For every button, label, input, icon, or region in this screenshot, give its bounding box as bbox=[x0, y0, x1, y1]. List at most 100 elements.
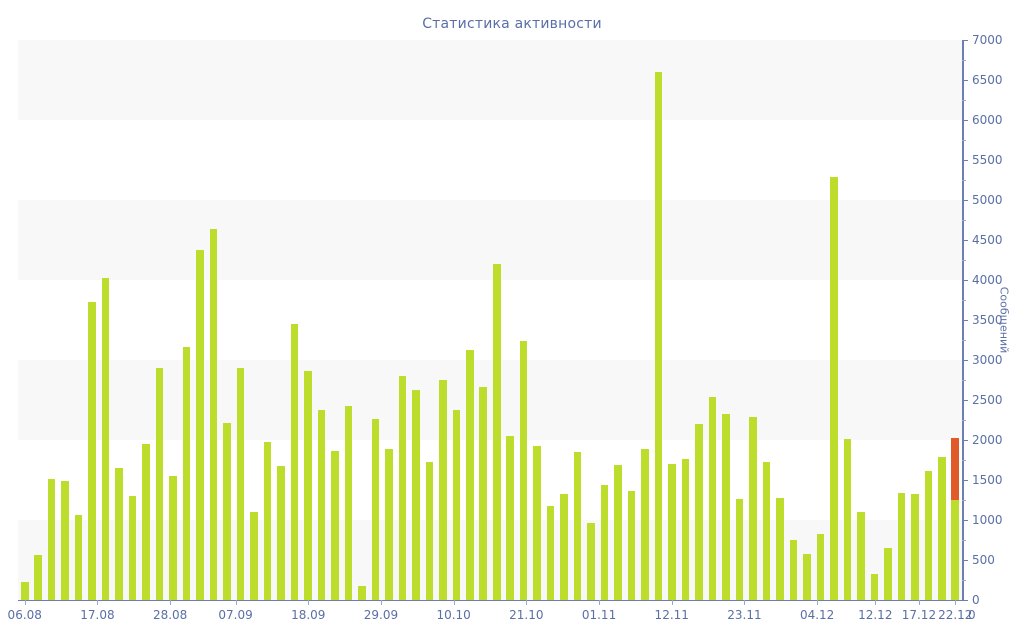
bar[interactable] bbox=[816, 534, 825, 600]
bar[interactable] bbox=[857, 512, 865, 600]
bar[interactable] bbox=[803, 553, 811, 600]
x-tick bbox=[453, 600, 455, 605]
y-tick-minor bbox=[962, 340, 966, 341]
y-tick-label: 4000 bbox=[972, 273, 1003, 287]
bar[interactable] bbox=[358, 586, 366, 600]
bar[interactable] bbox=[708, 396, 717, 600]
x-tick-label: 01.11 bbox=[581, 608, 617, 622]
x-tick bbox=[170, 600, 172, 605]
bar[interactable] bbox=[668, 464, 676, 600]
bar[interactable] bbox=[317, 409, 326, 600]
x-tick-label: 17.12 bbox=[901, 608, 937, 622]
x-tick-label: 12.12 bbox=[858, 608, 893, 622]
bar[interactable] bbox=[654, 72, 663, 600]
bar-segment-primary bbox=[897, 492, 906, 600]
bar[interactable] bbox=[937, 456, 946, 600]
bar[interactable] bbox=[344, 406, 353, 600]
bar[interactable] bbox=[452, 409, 461, 600]
bar[interactable] bbox=[223, 423, 231, 600]
bar[interactable] bbox=[196, 250, 204, 600]
y-tick-label: 5500 bbox=[972, 153, 1003, 167]
bar[interactable] bbox=[492, 264, 501, 600]
bar[interactable] bbox=[614, 464, 622, 600]
bar[interactable] bbox=[385, 448, 393, 600]
bar[interactable] bbox=[843, 439, 852, 600]
bar[interactable] bbox=[169, 476, 177, 600]
bar-segment-primary bbox=[155, 368, 164, 600]
bar[interactable] bbox=[546, 505, 555, 600]
bar-segment-primary bbox=[412, 389, 420, 600]
bar[interactable] bbox=[277, 465, 285, 600]
bar[interactable] bbox=[209, 228, 218, 600]
bar[interactable] bbox=[61, 480, 69, 600]
bar[interactable] bbox=[884, 548, 892, 600]
bar[interactable] bbox=[128, 496, 137, 600]
bar[interactable] bbox=[749, 416, 757, 600]
bar[interactable] bbox=[924, 471, 933, 600]
bar[interactable] bbox=[304, 371, 312, 600]
bar[interactable] bbox=[627, 491, 636, 600]
bar[interactable] bbox=[681, 459, 690, 600]
bar-segment-primary bbox=[371, 419, 380, 600]
bar[interactable] bbox=[722, 414, 730, 600]
bar[interactable] bbox=[101, 277, 110, 600]
bar[interactable] bbox=[465, 349, 474, 600]
bar-segment-primary bbox=[479, 387, 488, 600]
bar[interactable] bbox=[533, 445, 541, 600]
bar[interactable] bbox=[600, 484, 609, 600]
bar[interactable] bbox=[263, 441, 272, 600]
bar[interactable] bbox=[911, 494, 919, 600]
bar[interactable] bbox=[506, 436, 514, 600]
bar[interactable] bbox=[762, 462, 771, 600]
bar[interactable] bbox=[47, 479, 56, 600]
bar[interactable] bbox=[789, 540, 798, 600]
bar-segment-primary bbox=[870, 574, 879, 600]
bars-layer bbox=[18, 40, 962, 600]
bar[interactable] bbox=[560, 494, 568, 600]
y-tick bbox=[962, 480, 968, 481]
bar[interactable] bbox=[115, 468, 123, 600]
bar[interactable] bbox=[519, 340, 528, 600]
bar-segment-primary bbox=[735, 499, 744, 600]
bar[interactable] bbox=[155, 368, 164, 600]
bar[interactable] bbox=[34, 555, 42, 600]
bar[interactable] bbox=[695, 424, 703, 600]
bar[interactable] bbox=[951, 437, 960, 600]
bar-segment-primary bbox=[452, 409, 461, 600]
bar-segment-primary bbox=[358, 586, 366, 600]
bar-segment-primary bbox=[506, 436, 514, 600]
bar[interactable] bbox=[641, 448, 649, 600]
bar[interactable] bbox=[236, 368, 245, 600]
bar[interactable] bbox=[897, 492, 906, 600]
bar[interactable] bbox=[142, 444, 150, 600]
x-tick-label: 21.10 bbox=[509, 608, 544, 622]
bar-segment-primary bbox=[196, 250, 204, 600]
bar[interactable] bbox=[182, 347, 191, 600]
bar[interactable] bbox=[398, 376, 407, 600]
bar[interactable] bbox=[735, 499, 744, 600]
bar[interactable] bbox=[573, 452, 582, 600]
bar[interactable] bbox=[88, 302, 96, 600]
bar[interactable] bbox=[74, 515, 83, 600]
bar[interactable] bbox=[587, 523, 595, 600]
bar-segment-primary bbox=[465, 349, 474, 600]
bar-segment-primary bbox=[331, 451, 339, 600]
bar[interactable] bbox=[412, 389, 420, 600]
bar[interactable] bbox=[290, 324, 299, 600]
bar[interactable] bbox=[371, 419, 380, 600]
bar[interactable] bbox=[870, 574, 879, 600]
bar[interactable] bbox=[20, 581, 29, 600]
bar[interactable] bbox=[250, 512, 258, 600]
y-tick-minor bbox=[962, 380, 966, 381]
x-tick-label: 12.11 bbox=[654, 608, 689, 622]
y-tick-label: 4500 bbox=[972, 233, 1003, 247]
bar-segment-primary bbox=[668, 464, 676, 600]
bar[interactable] bbox=[331, 451, 339, 600]
bar-segment-primary bbox=[762, 462, 771, 600]
bar[interactable] bbox=[479, 387, 488, 600]
bar[interactable] bbox=[425, 462, 434, 600]
bar[interactable] bbox=[439, 380, 447, 600]
bar-segment-primary bbox=[654, 72, 663, 600]
bar[interactable] bbox=[776, 498, 784, 600]
bar[interactable] bbox=[830, 176, 838, 600]
